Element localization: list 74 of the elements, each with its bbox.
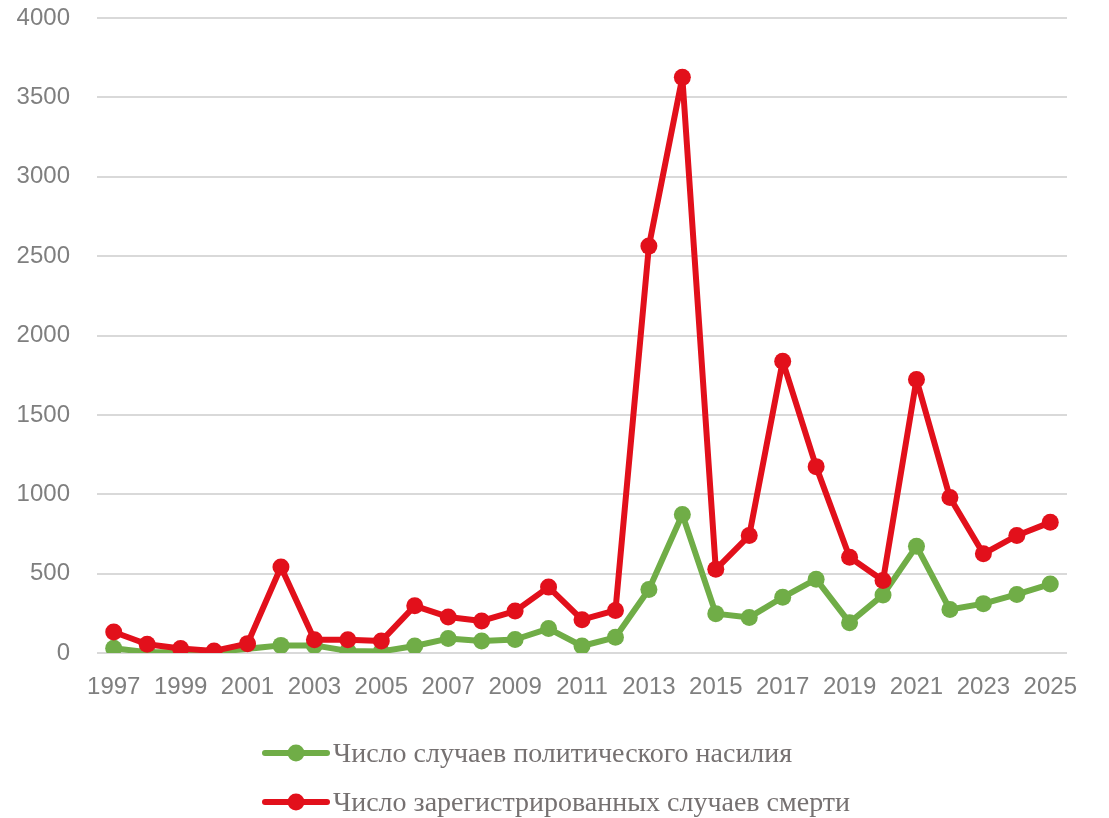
x-tick-label: 2023 — [956, 672, 1011, 700]
point — [774, 352, 792, 370]
y-tick-label: 3000 — [16, 161, 70, 189]
point — [339, 631, 357, 649]
x-tick-label: 2007 — [421, 672, 475, 700]
point — [1041, 575, 1059, 593]
point — [573, 611, 591, 629]
y-tick-label: 1500 — [16, 399, 70, 427]
point — [874, 571, 892, 589]
point — [707, 560, 725, 578]
point — [372, 632, 390, 650]
y-tick-label: 1000 — [16, 478, 70, 506]
point — [138, 635, 156, 653]
point — [640, 237, 658, 255]
point — [606, 601, 624, 619]
point — [105, 623, 123, 641]
point — [707, 605, 725, 623]
point — [272, 558, 290, 576]
y-tick-label: 2500 — [16, 240, 70, 268]
x-tick-label: 2015 — [689, 672, 743, 700]
point — [239, 635, 257, 653]
point — [740, 527, 758, 545]
x-tick-label: 2011 — [556, 672, 608, 700]
point — [740, 608, 758, 626]
point — [874, 586, 892, 604]
y-tick-label: 500 — [29, 558, 70, 586]
x-tick-label: 2005 — [354, 672, 409, 700]
point — [1008, 585, 1026, 603]
point — [439, 630, 457, 648]
point — [473, 612, 491, 630]
x-tick-label: 2019 — [822, 672, 877, 700]
x-tick-label: 2013 — [622, 672, 676, 700]
point — [941, 601, 959, 618]
point — [406, 597, 424, 615]
point — [974, 595, 992, 613]
point — [272, 636, 290, 653]
x-tick-label: 2021 — [889, 672, 944, 700]
point — [673, 68, 691, 86]
point — [573, 637, 591, 653]
point — [673, 505, 691, 523]
point — [1041, 513, 1059, 531]
point — [305, 631, 323, 649]
point — [974, 545, 992, 563]
x-tick-label: 2001 — [220, 672, 275, 700]
point — [540, 620, 558, 638]
y-tick-label: 4000 — [16, 2, 70, 30]
point — [606, 628, 624, 646]
point — [807, 458, 825, 476]
point — [506, 631, 524, 649]
legend-label: Число случаев политического насилия — [333, 736, 793, 769]
point — [1008, 527, 1026, 545]
y-tick-label: 0 — [56, 637, 70, 665]
point — [807, 570, 825, 588]
point — [841, 614, 859, 632]
x-tick-label: 2003 — [287, 672, 342, 700]
point — [907, 370, 925, 388]
y-tick-label: 2000 — [16, 320, 70, 348]
x-tick-label: 2009 — [488, 672, 542, 700]
x-tick-label: 2025 — [1023, 672, 1077, 700]
point — [540, 578, 558, 596]
point — [473, 632, 491, 650]
point — [506, 602, 524, 620]
point — [941, 489, 959, 507]
point — [439, 608, 457, 626]
x-tick-label: 1997 — [87, 672, 141, 700]
x-tick-label: 2017 — [755, 672, 810, 700]
x-tick-label: 1999 — [153, 672, 208, 700]
point — [640, 581, 658, 598]
legend-label: Число зарегистрированных случаев смерти — [333, 785, 851, 818]
point — [774, 588, 792, 606]
point — [907, 537, 925, 555]
point — [406, 637, 424, 653]
point — [841, 548, 859, 566]
y-tick-label: 3500 — [16, 82, 70, 109]
